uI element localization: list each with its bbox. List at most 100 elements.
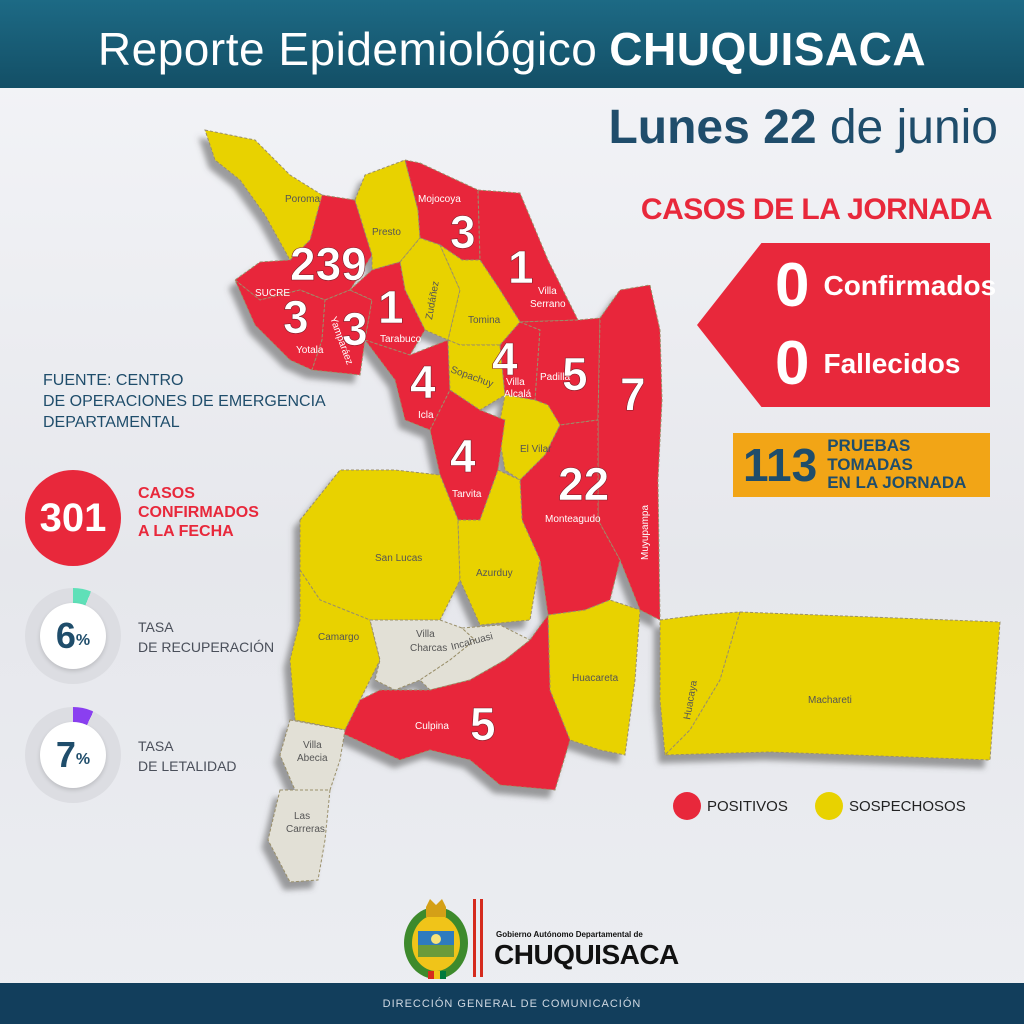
legend-positive: POSITIVOS [673,792,788,820]
legend-suspect: SOSPECHOSOS [815,792,966,820]
region-culpina [334,613,571,791]
total-confirmed-circle: 301 [25,470,121,566]
source-note: FUENTE: CENTRO DE OPERACIONES DE EMERGEN… [43,372,326,431]
count-tarvita: 4 [450,430,476,482]
label-azurduy: Azurduy [476,568,513,579]
label-tarvita: Tarvita [452,489,482,500]
government-logo: Gobierno Autónomo Departamental de CHUQU… [400,893,679,983]
count-villa-serrano: 1 [508,241,534,293]
total-confirmed-value: 301 [39,495,107,540]
footer-bar: DIRECCIÓN GENERAL DE COMUNICACIÓN [0,983,1024,1024]
recovery-label: TASA DE RECUPERACIÓN [138,619,275,655]
region-poroma [204,129,323,261]
jornada-title: CASOS DE LA JORNADA [640,193,993,226]
recovery-percent-sign: % [75,632,91,649]
count-sucre: 239 [290,238,367,290]
legend-positive-swatch [673,792,701,820]
logo-big-text: CHUQUISACA [494,939,679,970]
label-yotala: Yotala [296,345,324,356]
region-presto [354,159,421,271]
region-las-carreras [267,789,331,883]
lethality-label: TASA DE LETALIDAD [138,738,237,774]
header-bar: Reporte Epidemiológico CHUQUISACA [0,0,1024,88]
legend-positive-label: POSITIVOS [707,797,788,815]
logo-small-text: Gobierno Autónomo Departamental de [496,930,643,939]
recovery-gauge-center: 6% [40,603,106,669]
label-las-carreras-2: Carreras [286,824,325,835]
label-sucre: SUCRE [255,288,290,299]
label-mojocoya: Mojocoya [418,194,461,205]
region-machareti [663,611,1001,761]
region-tarabuco [349,261,426,356]
jornada-deaths-value: 0 [775,329,810,398]
count-tarabuco: 1 [378,281,404,333]
label-villa-alcala-2: Alcalá [504,389,532,400]
lethality-percent-sign: % [75,751,91,768]
label-presto: Presto [372,227,401,238]
tests-label-line2: EN LA JORNADA [827,473,967,493]
count-mojocoya: 3 [450,206,476,258]
date-month: de junio [829,101,998,154]
footer-text: DIRECCIÓN GENERAL DE COMUNICACIÓN [382,997,642,1010]
label-tarabuco: Tarabuco [380,334,422,345]
label-villa-serrano-2: Serrano [530,299,566,310]
report-date: Lunes 22 de junio [608,100,998,155]
label-el-vilar: El Vilar [520,444,552,455]
label-padilla: Padilla [540,372,570,383]
label-machareti: Machareti [808,695,852,706]
label-villa-abecia-1: Villa [303,740,322,751]
region-san-lucas [299,469,461,621]
recovery-gauge: 6% [25,588,121,684]
title-prefix: Reporte Epidemiológico [97,23,598,75]
total-confirmed-label: CASOS CONFIRMADOS A LA FECHA [138,485,259,541]
lethality-gauge: 7% [25,707,121,803]
jornada-deaths: 0 Fallecidos [775,333,960,395]
label-villa-alcala-1: Villa [506,377,525,388]
legend-suspect-swatch [815,792,843,820]
jornada-confirmed-value: 0 [775,251,810,320]
jornada-arrow-panel [697,243,990,407]
label-culpina: Culpina [415,721,449,732]
region-sopachuy [447,339,506,411]
lethality-gauge-center: 7% [40,722,106,788]
tests-label: PRUEBAS TOMADAS EN LA JORNADA [827,435,990,493]
label-tomina: Tomina [468,315,501,326]
label-huacareta: Huacareta [572,673,619,684]
label-poroma: Poroma [285,194,320,205]
label-villa-charcas-2: Charcas [410,643,447,654]
label-villa-abecia-2: Abecia [297,753,328,764]
count-muyupampa: 7 [620,368,646,420]
count-padilla: 5 [562,348,588,400]
recovery-value: 6 [55,615,76,656]
label-las-carreras-1: Las [294,811,310,822]
label-monteagudo: Monteagudo [545,514,601,525]
region-incahuasi [419,624,531,691]
count-culpina: 5 [470,698,496,750]
label-villa-serrano-1: Villa [538,286,557,297]
jornada-confirmed: 0 Confirmados [775,255,996,317]
region-muyupampa [597,284,663,621]
lethality-value: 7 [55,734,76,775]
label-san-lucas: San Lucas [375,553,422,564]
tests-label-line1: PRUEBAS TOMADAS [827,435,913,474]
tests-value: 113 [743,439,818,491]
region-azurduy [457,469,541,626]
count-icla: 4 [410,356,436,408]
count-monteagudo: 22 [558,458,609,510]
tests-panel: 113 PRUEBAS TOMADAS EN LA JORNADA [733,433,990,497]
jornada-deaths-label: Fallecidos [823,348,961,379]
count-villa-alcala: 4 [492,333,518,385]
region-tomina [438,243,521,346]
label-camargo: Camargo [318,632,360,643]
label-muyupampa: Muyupampa [640,505,651,560]
jornada-confirmed-label: Confirmados [823,270,997,301]
label-villa-charcas-1: Villa [416,629,435,640]
coat-of-arms-icon [404,899,483,979]
legend-suspect-label: SOSPECHOSOS [849,797,966,815]
count-yamparaez: 3 [342,303,368,355]
page-title: Reporte Epidemiológico CHUQUISACA [0,22,1024,76]
date-weekday-day: Lunes 22 [608,101,817,154]
label-icla: Icla [418,410,434,421]
count-yotala: 3 [283,291,309,343]
